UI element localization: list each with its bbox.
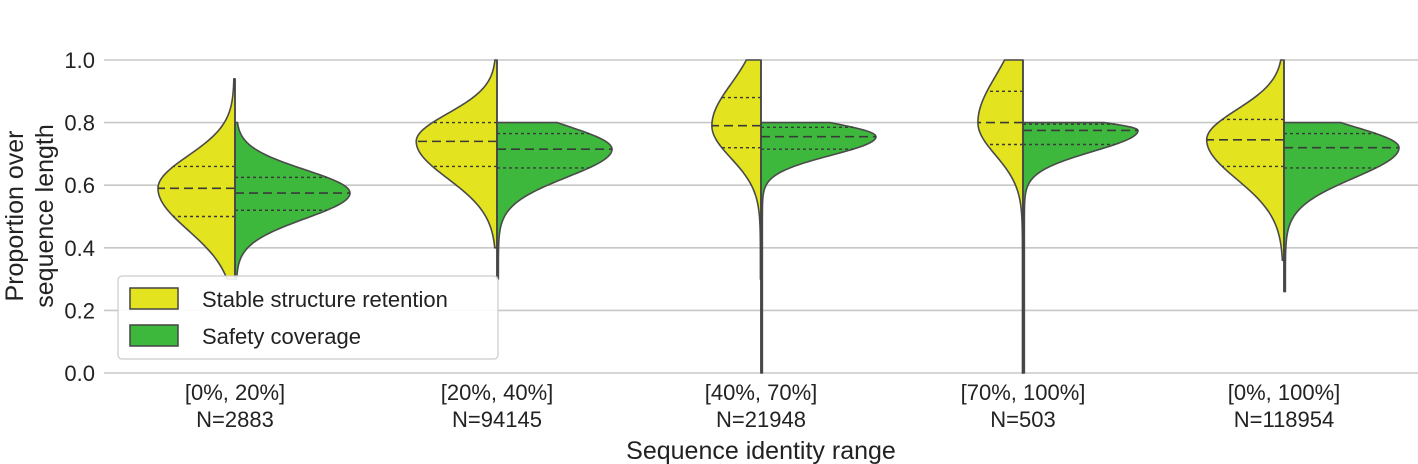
violin-half-stable-structure-1 xyxy=(415,59,498,249)
y-tick-label-5: 1.0 xyxy=(64,48,95,73)
violin-half-safety-coverage-0 xyxy=(234,121,351,280)
violins xyxy=(157,59,1400,374)
legend-frame xyxy=(117,275,499,360)
x-tick-label-count-3: N=503 xyxy=(990,407,1055,432)
legend-label-safety-coverage: Safety coverage xyxy=(202,324,361,349)
legend-label-stable-structure: Stable structure retention xyxy=(202,287,448,312)
y-tick-label-1: 0.2 xyxy=(64,298,95,323)
x-tick-label-count-4: N=118954 xyxy=(1234,407,1335,432)
legend: Stable structure retention Safety covera… xyxy=(117,275,499,360)
y-tick-label-4: 0.8 xyxy=(64,111,95,136)
x-tick-label-range-1: [20%, 40%] xyxy=(441,380,554,405)
violin-half-stable-structure-2 xyxy=(711,59,762,280)
legend-swatch-stable-structure xyxy=(129,287,179,310)
x-tick-label-count-0: N=2883 xyxy=(196,407,274,432)
x-tick-label-range-4: [0%, 100%] xyxy=(1228,380,1341,405)
x-axis: [0%, 20%]N=2883 [20%, 40%]N=94145 [40%, 70… xyxy=(185,380,1340,432)
x-tick-label-range-2: [40%, 70%] xyxy=(705,380,818,405)
violin-half-safety-coverage-2 xyxy=(760,121,877,374)
y-axis: 0.0 0.2 0.4 0.6 0.8 1.0 xyxy=(64,48,95,386)
violin-half-stable-structure-3 xyxy=(977,59,1024,374)
x-axis-label: Sequence identity range xyxy=(626,437,896,464)
y-axis-label-line2: sequence length xyxy=(31,124,59,307)
x-tick-label-range-3: [70%, 100%] xyxy=(961,380,1086,405)
y-tick-label-2: 0.4 xyxy=(64,236,95,261)
y-tick-label-0: 0.0 xyxy=(64,361,95,386)
x-tick-label-count-2: N=21948 xyxy=(716,407,806,432)
y-axis-label-line1: Proportion over xyxy=(1,131,29,302)
violin-half-stable-structure-4 xyxy=(1205,59,1285,262)
x-tick-label-count-1: N=94145 xyxy=(452,407,542,432)
violin-half-safety-coverage-4 xyxy=(1283,121,1400,293)
violin-half-safety-coverage-1 xyxy=(496,121,613,280)
legend-swatch-safety-coverage xyxy=(129,324,179,347)
y-tick-label-3: 0.6 xyxy=(64,173,95,198)
x-tick-label-range-0: [0%, 20%] xyxy=(185,380,285,405)
violin-half-stable-structure-0 xyxy=(157,77,236,280)
violin-half-safety-coverage-3 xyxy=(1022,121,1139,374)
